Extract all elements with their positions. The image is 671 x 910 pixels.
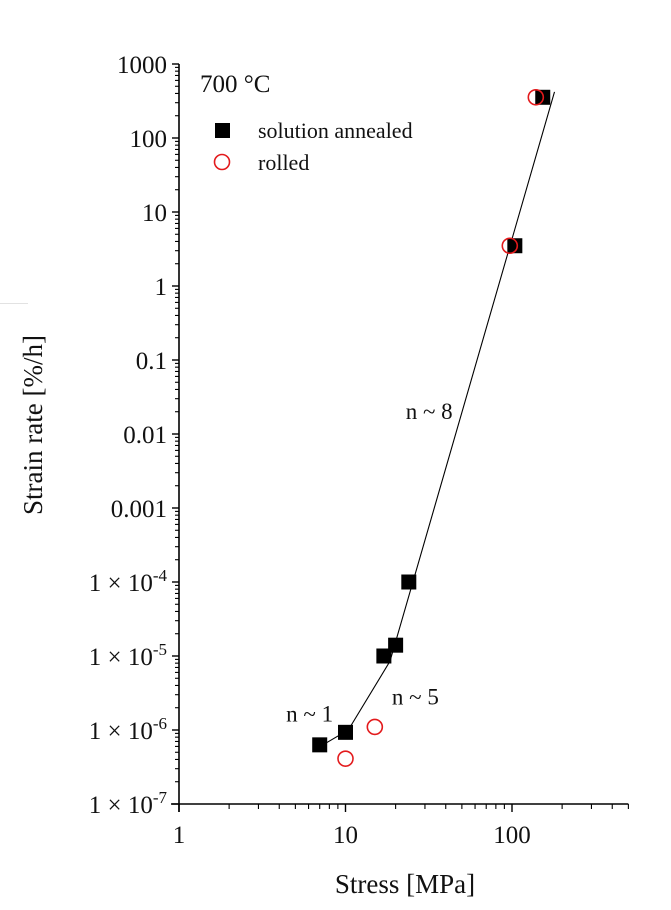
x-tick-label: 10 [333,822,358,849]
legend-label-solution-annealed: solution annealed [258,118,413,143]
y-axis-title: Strain rate [%/h] [18,335,48,515]
y-tick-label: 0.1 [136,348,167,375]
y-tick-label: 0.001 [111,496,167,523]
rolled-marker [337,750,354,767]
rolled-marker [527,88,545,106]
solution-annealed-marker [401,574,417,590]
y-tick-label: 100 [130,126,168,153]
y-tick-label: 1 × 10-5 [89,640,167,671]
solution-annealed-marker [376,648,392,664]
solution-annealed-marker [507,238,523,254]
fit-line [324,91,556,745]
slope-annotation: n ~ 5 [392,685,439,710]
legend: solution annealed rolled [213,118,413,175]
temperature-label: 700 °C [200,71,270,98]
rolled-marker [366,718,384,736]
y-tick-label: 1 × 10-6 [89,714,167,745]
solution-annealed-marker [312,737,328,753]
y-tick-label: 1 × 10-4 [89,566,168,597]
legend-circle-icon [213,153,231,171]
solution-annealed-marker [388,637,404,653]
edge-artifact [0,303,28,304]
x-axis-title: Stress [MPa] [335,869,475,899]
power-law-fit-line [324,91,556,745]
legend-square-icon [215,123,230,138]
slope-annotation: n ~ 1 [286,702,333,727]
axes: 1000 100 10 1 0.1 0.01 0.001 1 × 10-4 1 × 10-5 1 … [89,52,629,849]
slope-annotation: n ~ 8 [406,399,453,424]
x-tick-label: 100 [493,822,531,849]
data-points [312,88,551,767]
y-tick-label: 1000 [117,52,167,79]
y-tick-label: 10 [142,200,167,227]
y-tick-label: 0.01 [123,422,167,449]
y-tick-label: 1 [155,274,168,301]
annotations: n ~ 1 n ~ 5 n ~ 8 [286,399,453,727]
legend-label-rolled: rolled [258,150,309,175]
x-tick-label: 1 [173,822,186,849]
solution-annealed-marker [338,724,353,740]
rolled-marker [501,237,519,255]
y-tick-label: 1 × 10-7 [89,788,168,819]
